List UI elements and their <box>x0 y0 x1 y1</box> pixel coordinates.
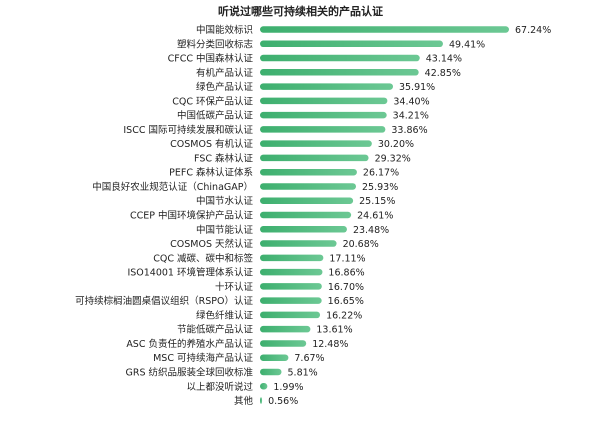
bar <box>260 311 321 319</box>
category-label: 可持续棕榈油圆桌倡议组织（RSPO）认证 <box>75 295 253 307</box>
bar <box>260 340 307 347</box>
value-label: 20.68% <box>343 239 379 250</box>
value-label: 16.65% <box>328 296 364 307</box>
bar <box>260 297 322 304</box>
value-label: 23.48% <box>353 225 389 236</box>
value-label: 49.41% <box>449 39 485 50</box>
category-label: CQC 环保产品认证 <box>172 95 253 107</box>
value-label: 67.24% <box>515 25 551 36</box>
category-label: ISCC 国际可持续发展和碳认证 <box>123 124 253 136</box>
category-label: 绿色产品认证 <box>196 81 254 93</box>
bar <box>260 397 263 404</box>
category-label: 中国低碳产品认证 <box>177 110 254 122</box>
value-label: 5.81% <box>288 367 318 378</box>
category-label: 中国节能认证 <box>196 224 254 236</box>
category-label: 节能低碳产品认证 <box>177 324 254 336</box>
category-label: CQC 减碳、碳中和标签 <box>153 252 253 264</box>
value-label: 13.61% <box>316 325 352 336</box>
category-label: 中国节水认证 <box>196 195 254 207</box>
value-label: 7.67% <box>294 353 324 364</box>
bar <box>260 97 388 105</box>
category-label: 中国能效标识 <box>196 24 253 36</box>
value-label: 17.11% <box>329 253 365 264</box>
bar <box>260 240 337 247</box>
category-label: PEFC 森林认证体系 <box>169 167 253 179</box>
bar <box>260 111 387 119</box>
bar <box>260 154 369 162</box>
category-label: 其他 <box>234 395 254 407</box>
bar <box>260 325 311 333</box>
value-label: 25.93% <box>362 182 398 193</box>
chart-title: 听说过哪些可持续相关的产品认证 <box>218 5 383 18</box>
category-label: CCEP 中国环境保护产品认证 <box>130 210 254 222</box>
bar <box>260 211 352 219</box>
bar <box>260 69 419 76</box>
bar <box>260 197 354 204</box>
value-label: 25.15% <box>359 196 395 207</box>
category-label: FSC 森林认证 <box>194 152 253 164</box>
category-label: ASC 负责任的养殖水产品认证 <box>126 338 253 350</box>
category-label: CFCC 中国森林认证 <box>168 53 254 65</box>
bars-layer: 中国能效标识 67.24% 塑料分类回收标志 49.41% CFCC 中国森林认证 43.… <box>75 24 551 407</box>
bar <box>260 268 323 276</box>
bar <box>260 383 268 390</box>
value-label: 34.40% <box>393 96 429 107</box>
category-label: 十环认证 <box>215 281 254 293</box>
category-label: 有机产品认证 <box>196 67 254 79</box>
value-label: 16.70% <box>328 282 364 293</box>
bar <box>260 168 357 176</box>
category-label: 塑料分类回收标志 <box>177 38 253 50</box>
bar <box>260 354 289 361</box>
bar <box>260 140 372 147</box>
category-label: COSMOS 有机认证 <box>170 138 253 150</box>
bar <box>260 254 324 262</box>
value-label: 24.61% <box>357 211 393 222</box>
value-label: 12.48% <box>312 339 348 350</box>
value-label: 34.21% <box>393 111 429 122</box>
value-label: 0.56% <box>268 396 298 407</box>
bar <box>260 83 393 90</box>
value-label: 16.86% <box>328 268 364 279</box>
bar <box>260 54 420 62</box>
bar <box>260 40 443 48</box>
value-label: 16.22% <box>326 310 362 321</box>
category-label: GRS 纺织品服装全球回收标准 <box>125 366 253 378</box>
category-label: 绿色纤维认证 <box>196 309 254 321</box>
value-label: 35.91% <box>399 82 435 93</box>
bar <box>260 183 357 190</box>
value-label: 29.32% <box>375 153 411 164</box>
value-label: 43.14% <box>426 54 462 65</box>
value-label: 33.86% <box>391 125 427 136</box>
category-label: COSMOS 天然认证 <box>170 238 253 250</box>
value-label: 26.17% <box>363 168 399 179</box>
value-label: 42.85% <box>425 68 461 79</box>
value-label: 30.20% <box>378 139 414 150</box>
value-label: 1.99% <box>273 382 303 393</box>
category-label: 中国良好农业规范认证（ChinaGAP） <box>92 181 253 193</box>
bar <box>260 368 282 376</box>
bar <box>260 283 322 290</box>
category-label: ISO14001 环境管理体系认证 <box>127 267 253 279</box>
bar <box>260 126 386 133</box>
category-label: MSC 可持续海产品认证 <box>153 352 253 364</box>
category-label: 以上都没听说过 <box>186 381 253 393</box>
bar <box>260 226 347 233</box>
bar <box>260 26 509 33</box>
